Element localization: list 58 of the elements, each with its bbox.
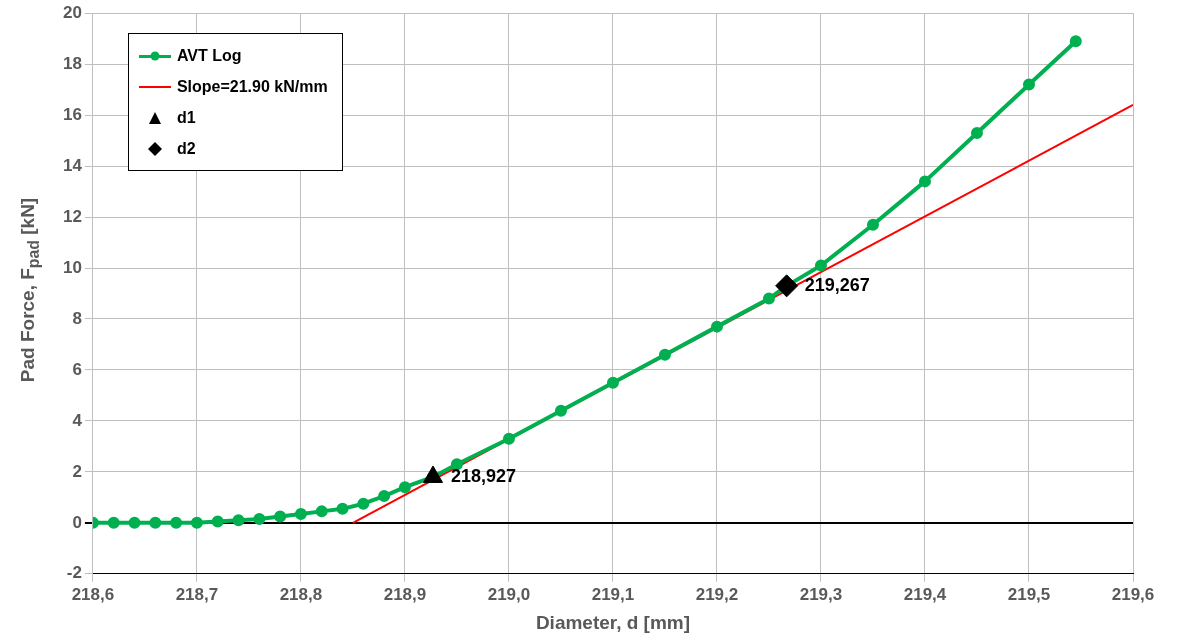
x-tick-label: 219,3 (799, 584, 843, 604)
y-tick-label: 14 (62, 155, 83, 175)
point (232, 514, 245, 527)
point (1022, 78, 1035, 91)
point (970, 126, 983, 139)
point (190, 516, 203, 529)
point (918, 175, 931, 188)
annotation: 219,267 (804, 274, 870, 295)
point (554, 404, 567, 417)
x-tick-label: 218,8 (279, 584, 323, 604)
point (710, 320, 723, 333)
legend-label: d1 (176, 108, 196, 127)
point (866, 218, 879, 231)
x-tick-label: 218,6 (71, 584, 115, 604)
y-tick-label: 0 (72, 512, 82, 532)
point (336, 502, 349, 515)
point (107, 516, 120, 529)
y-tick-label: -2 (66, 563, 82, 583)
x-tick-label: 219,4 (903, 584, 947, 604)
legend-label: d2 (176, 139, 196, 158)
x-tick-label: 218,7 (175, 584, 219, 604)
y-tick-label: 10 (62, 257, 82, 277)
point (128, 516, 141, 529)
point (357, 497, 370, 510)
x-tick-label: 219,1 (591, 584, 635, 604)
x-tick-label: 218,9 (383, 584, 427, 604)
x-tick-label: 219,0 (487, 584, 531, 604)
point (606, 376, 619, 389)
y-tick-label: 2 (72, 461, 82, 481)
point (762, 292, 775, 305)
y-tick-label: 18 (62, 53, 82, 73)
legend-label: AVT Log (176, 46, 242, 65)
point (294, 507, 307, 520)
y-tick-label: 16 (62, 104, 82, 124)
y-tick-label: 4 (72, 410, 83, 430)
y-tick-label: 8 (72, 308, 82, 328)
point (1069, 35, 1082, 48)
x-tick-label: 219,2 (695, 584, 739, 604)
point (502, 432, 515, 445)
y-tick-label: 20 (62, 2, 82, 22)
y-tick-label: 6 (72, 359, 82, 379)
point (775, 274, 799, 298)
point (378, 490, 391, 503)
point (315, 505, 328, 518)
annotation: 218,927 (451, 465, 517, 486)
point (170, 516, 183, 529)
point (658, 348, 671, 361)
x-tick-label: 219,6 (1111, 584, 1155, 604)
point (211, 515, 224, 528)
x-axis-title: Diameter, d [mm] (535, 611, 691, 633)
point (253, 513, 266, 526)
point (398, 481, 411, 494)
point (149, 516, 162, 529)
point (814, 259, 827, 272)
legend-label: Slope=21.90 kN/mm (176, 77, 328, 96)
y-tick-label: 12 (62, 206, 82, 226)
x-tick-label: 219,5 (1007, 584, 1051, 604)
point (274, 510, 287, 523)
